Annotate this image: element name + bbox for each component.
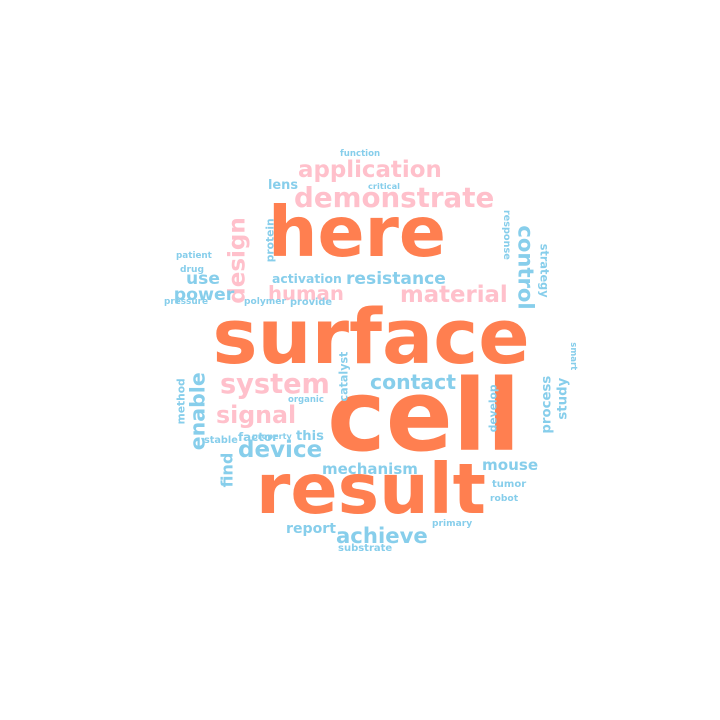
word-contact: contact — [370, 369, 456, 394]
word-power: power — [173, 284, 235, 305]
word-organic: organic — [288, 395, 324, 406]
word-critical: critical — [368, 181, 401, 192]
word-stable: stable — [204, 434, 238, 446]
word-find: find — [216, 452, 236, 488]
word-system: system — [220, 369, 330, 401]
word-result: result — [256, 448, 486, 530]
word-tumor: tumor — [492, 478, 527, 490]
word-use: use — [186, 269, 220, 289]
word-here: here — [268, 192, 447, 274]
word-mouse: mouse — [482, 455, 539, 474]
word-method: method — [174, 377, 188, 425]
word-protein: protein — [263, 217, 277, 262]
word-develop: develop — [486, 384, 500, 432]
word-this: this — [296, 428, 324, 444]
word-process: process — [539, 375, 555, 434]
word-demonstrate: demonstrate — [294, 181, 495, 215]
word-signal: signal — [216, 401, 297, 430]
word-provide: provide — [290, 296, 332, 308]
word-pressure: pressure — [164, 297, 209, 308]
word-smart: smart — [568, 341, 579, 370]
word-study: study — [555, 377, 571, 420]
word-strategy: strategy — [537, 244, 551, 298]
word-substrate: substrate — [338, 542, 393, 554]
word-activation: activation — [272, 270, 342, 286]
word-device: device — [238, 436, 323, 463]
word-catalyst: catalyst — [337, 352, 351, 402]
word-surface: surface — [212, 293, 530, 382]
word-resistance: resistance — [346, 269, 446, 290]
word-primary: primary — [432, 519, 473, 529]
word-achieve: achieve — [336, 522, 428, 548]
word-robot: robot — [490, 492, 519, 504]
word-patient: patient — [176, 251, 212, 262]
word-cell: cell — [327, 358, 521, 474]
word-function: function — [340, 149, 381, 160]
word-report: report — [286, 521, 336, 537]
word-response: response — [500, 209, 512, 260]
word-polymer: polymer — [244, 296, 286, 307]
word-application: application — [298, 156, 442, 183]
word-property: property — [252, 431, 292, 442]
word-human: human — [268, 281, 344, 305]
word-lens: lens — [268, 177, 299, 193]
word-control: control — [513, 224, 539, 310]
word-drug: drug — [180, 265, 204, 275]
word-factor: factor — [238, 430, 278, 444]
word-material: material — [400, 281, 508, 308]
word-mechanism: mechanism — [322, 460, 418, 478]
